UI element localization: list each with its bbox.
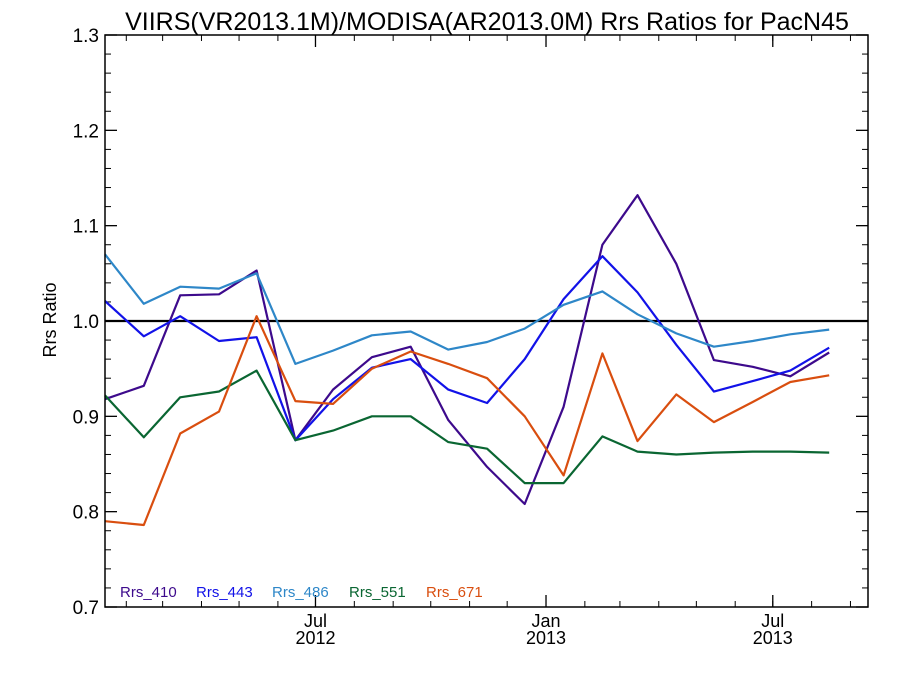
- y-tick-label: 0.8: [73, 503, 99, 524]
- plot-frame: [104, 34, 869, 608]
- legend-entry-rrs-551: Rrs_551: [349, 584, 406, 601]
- series-line-rrs-410: [104, 194, 830, 506]
- y-axis-label: Rrs Ratio: [40, 282, 60, 357]
- legend-entry-rrs-486: Rrs_486: [272, 584, 329, 601]
- x-tick-label-month: Jan: [531, 611, 560, 631]
- legend-entry-rrs-443: Rrs_443: [196, 584, 253, 601]
- legend-entry-rrs-410: Rrs_410: [120, 584, 177, 601]
- x-tick-label-year: 2013: [526, 628, 566, 648]
- x-tick-label-year: 2013: [753, 628, 793, 648]
- x-tick-label-year: 2012: [295, 628, 335, 648]
- y-tick-label: 1.0: [73, 312, 99, 333]
- y-tick-label: 0.9: [73, 407, 99, 428]
- legend-entry-rrs-671: Rrs_671: [426, 584, 483, 601]
- series-group: [104, 194, 830, 527]
- x-tick-label-month: Jul: [304, 611, 327, 631]
- x-tick-label-month: Jul: [761, 611, 784, 631]
- series-line-rrs-671: [104, 315, 830, 527]
- series-line-rrs-443: [104, 255, 830, 442]
- y-tick-label: 1.3: [73, 26, 99, 47]
- axes: 0.70.80.91.01.11.21.3Jul2012Jan2013Jul20…: [73, 26, 868, 648]
- y-tick-label: 1.1: [73, 217, 99, 238]
- series-line-rrs-486: [104, 253, 830, 365]
- series-line-rrs-551: [104, 369, 830, 485]
- legend: Rrs_410 Rrs_443 Rrs_486 Rrs_551 Rrs_671: [120, 584, 483, 601]
- chart-title: VIIRS(VR2013.1M)/MODISA(AR2013.0M) Rrs R…: [125, 8, 849, 36]
- y-tick-label: 0.7: [73, 598, 99, 619]
- y-tick-label: 1.2: [73, 121, 99, 142]
